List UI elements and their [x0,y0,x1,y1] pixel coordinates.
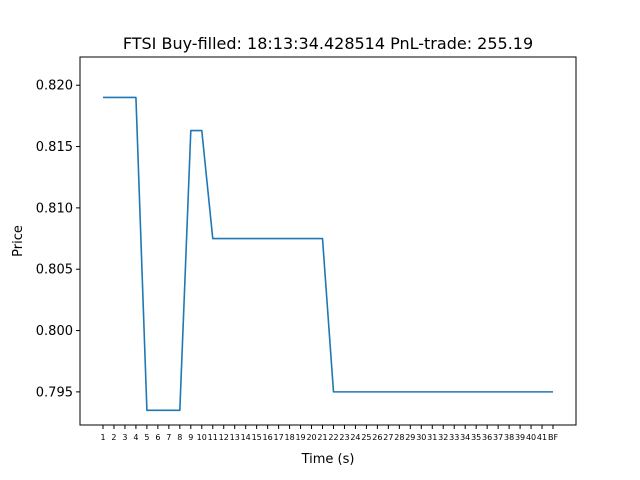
x-tick-label: 30 [416,433,426,442]
x-tick-label: 38 [504,433,514,442]
x-tick-label: 41 [537,433,547,442]
price-series-line [103,96,553,412]
x-tick-label: 17 [274,433,284,442]
x-tick-label: 7 [166,433,171,442]
x-tick-label: 3 [122,433,127,442]
x-tick-label: 25 [361,433,371,442]
x-tick-label: 40 [526,433,536,442]
x-axis: 1 2 3 4 5 6 7 8 9 10 11 12 13 14 15 16 17 18 19 20 21 22 23 24 2… [100,425,558,442]
x-tick-label: 10 [197,433,207,442]
y-axis-label: Price [11,225,26,257]
x-tick-label: 37 [493,433,503,442]
x-tick-label: 16 [263,433,273,442]
y-tick-label: 0.815 [36,140,73,155]
chart-title: FTSI Buy-filled: 18:13:34.428514 PnL-tra… [123,34,533,53]
x-tick-label: 8 [177,433,182,442]
x-tick-label: 24 [350,433,360,442]
x-tick-label: 22 [328,433,338,442]
x-tick-label: 29 [405,433,415,442]
x-axis-label: Time (s) [301,452,355,467]
x-tick-label: 26 [372,433,382,442]
y-tick-label: 0.795 [36,385,73,400]
x-tick-label: 13 [230,433,240,442]
x-tick-label: 32 [438,433,448,442]
x-tick-label: 19 [295,433,305,442]
x-tick-label: 18 [284,433,294,442]
x-tick-label: 5 [144,433,149,442]
x-tick-label: 21 [317,433,327,442]
x-tick-label: 28 [394,433,404,442]
x-tick-label: 31 [427,433,437,442]
x-tick-label: 33 [449,433,459,442]
y-tick-label: 0.810 [36,201,73,216]
x-tick-label: 6 [155,433,160,442]
y-tick-label: 0.820 [36,79,73,94]
y-tick-label: 0.800 [36,324,73,339]
x-tick-label: 23 [339,433,349,442]
y-axis: 0.795 0.800 0.805 0.810 0.815 0.820 [36,79,80,400]
x-tick-label: 20 [306,433,316,442]
x-tick-label: BF [548,433,558,442]
x-tick-label: 1 [100,433,105,442]
x-tick-label: 14 [241,433,251,442]
x-tick-label: 15 [252,433,262,442]
y-tick-label: 0.805 [36,263,73,278]
x-tick-label: 12 [219,433,229,442]
x-tick-label: 9 [188,433,193,442]
x-tick-label: 4 [133,433,138,442]
x-tick-label: 11 [208,433,218,442]
x-tick-label: 2 [111,433,116,442]
price-series-points [102,97,554,411]
plot-area [79,56,577,426]
x-tick-label: 39 [515,433,525,442]
x-tick-label: 36 [482,433,492,442]
x-tick-label: 27 [383,433,393,442]
x-tick-label: 35 [471,433,481,442]
x-tick-label: 34 [460,433,470,442]
